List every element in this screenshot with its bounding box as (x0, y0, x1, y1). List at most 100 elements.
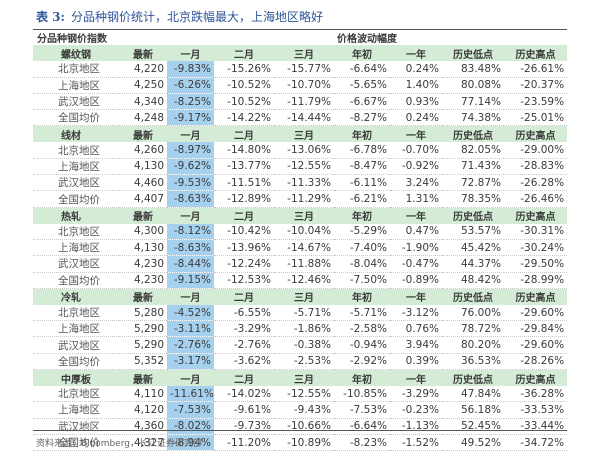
column-header: 历史低点 (442, 288, 504, 305)
table-row: 北京地区 4,220 -9.83% -15.26% -15.77% -6.64% 0.24%… (33, 61, 568, 78)
value-cell: 80.20% (442, 336, 504, 354)
value-cell: -33.53% (504, 401, 568, 419)
value-cell: 78.72% (442, 320, 504, 338)
value-cell: 3.24% (390, 174, 442, 192)
table-row: 全国均价 5,352 -3.17% -3.62% -2.53% -2.92% 0.39% 36… (33, 353, 568, 371)
bottom-rule (33, 430, 567, 431)
value-cell: -2.92% (334, 353, 390, 371)
value-cell: -10.52% (214, 77, 274, 94)
column-header: 历史高点 (504, 125, 568, 143)
table-row: 北京地区 4,260 -8.97% -14.80% -13.06% -6.78% -0.70… (33, 142, 568, 159)
value-cell: -5.29% (334, 223, 390, 240)
value-cell: 4,248 (119, 109, 167, 127)
value-cell: -11.33% (274, 174, 334, 192)
value-cell: -8.94% (167, 434, 214, 452)
table-row: 武汉地区 4,360 -8.02% -9.73% -10.66% -6.64% -1.13%… (33, 418, 568, 435)
value-cell: -11.20% (214, 434, 274, 452)
value-cell: -29.50% (504, 255, 568, 273)
table-top-header: 分品种钢价指数 价格波动幅度 (33, 30, 567, 45)
value-cell: -30.24% (504, 239, 568, 257)
value-cell: -15.26% (214, 61, 274, 78)
value-cell: -7.50% (334, 272, 390, 289)
region-cell: 武汉地区 (33, 336, 119, 354)
value-cell: -11.79% (274, 93, 334, 111)
value-cell: 4,220 (119, 61, 167, 78)
value-cell: -11.29% (274, 190, 334, 208)
value-cell: 4,130 (119, 158, 167, 176)
value-cell: -8.04% (334, 255, 390, 273)
value-cell: 36.53% (442, 353, 504, 371)
table-row: 全国均价 4,230 -9.15% -12.53% -12.46% -7.50% -0.89… (33, 272, 568, 289)
value-cell: -2.53% (274, 353, 334, 371)
table-title: 表 3: 分品种钢价统计，北京跌幅最大，上海地区略好 (36, 8, 323, 25)
table-row: 武汉地区 5,290 -2.76% -2.76% -0.38% -0.94% 3.94% 80… (33, 336, 568, 354)
value-cell: 4,110 (119, 386, 167, 403)
value-cell: -9.61% (214, 401, 274, 419)
value-cell: 0.24% (390, 109, 442, 127)
value-cell: 0.93% (390, 93, 442, 111)
column-header: 一年 (390, 288, 442, 305)
value-cell: -36.28% (504, 386, 568, 403)
value-cell: -14.67% (274, 239, 334, 257)
value-cell: -15.77% (274, 61, 334, 78)
table-row: 北京地区 4,300 -8.12% -10.42% -10.04% -5.29% 0.47%… (33, 223, 568, 240)
column-header: 三月 (274, 125, 334, 143)
value-cell: -14.02% (214, 386, 274, 403)
section-header-row: 线材 最新 一月 二月 三月 年初 一年 历史低点 历史高点 (33, 125, 568, 143)
section-header-row: 中厚板 最新 一月 二月 三月 年初 一年 历史低点 历史高点 (33, 369, 568, 387)
value-cell: -5.65% (334, 77, 390, 94)
column-header: 一年 (390, 369, 442, 387)
value-cell: -10.66% (274, 418, 334, 435)
value-cell: -8.63% (167, 190, 214, 208)
column-header: 年初 (334, 288, 390, 305)
value-cell: 4,407 (119, 190, 167, 208)
value-cell: 4,260 (119, 142, 167, 159)
value-cell: -3.12% (390, 304, 442, 322)
value-cell: -1.52% (390, 434, 442, 452)
fluctuation-header: 价格波动幅度 (337, 34, 398, 46)
value-cell: 82.05% (442, 142, 504, 159)
value-cell: 77.14% (442, 93, 504, 111)
column-header: 三月 (274, 45, 334, 62)
region-cell: 武汉地区 (33, 93, 119, 111)
value-cell: 71.43% (442, 158, 504, 176)
region-cell: 武汉地区 (33, 174, 119, 192)
source-note: 资料来源：Bloomberg，长江证券研究部 (36, 439, 202, 449)
value-cell: -12.89% (214, 190, 274, 208)
value-cell: -12.53% (214, 272, 274, 289)
region-cell: 北京地区 (33, 304, 119, 322)
region-cell: 全国均价 (33, 353, 119, 371)
value-cell: -6.21% (334, 190, 390, 208)
table-row: 武汉地区 4,340 -8.25% -10.52% -11.79% -6.67% 0.93%… (33, 93, 568, 111)
table-row: 上海地区 4,120 -7.53% -9.61% -9.43% -7.53% -0.23% 5… (33, 401, 568, 419)
value-cell: -10.04% (274, 223, 334, 240)
value-cell: 4,120 (119, 401, 167, 419)
value-cell: -10.52% (214, 93, 274, 111)
value-cell: -9.62% (167, 158, 214, 176)
value-cell: -9.83% (167, 61, 214, 78)
value-cell: -1.90% (390, 239, 442, 257)
value-cell: -26.28% (504, 174, 568, 192)
value-cell: 4,460 (119, 174, 167, 192)
value-cell: -6.67% (334, 93, 390, 111)
value-cell: -29.60% (504, 304, 568, 322)
column-header: 一月 (167, 125, 214, 143)
value-cell: -23.59% (504, 93, 568, 111)
category-header: 分品种钢价指数 (37, 34, 107, 46)
value-cell: 4,327 (119, 434, 167, 452)
value-cell: -13.06% (274, 142, 334, 159)
column-header: 历史高点 (504, 207, 568, 224)
value-cell: -0.92% (390, 158, 442, 176)
value-cell: -25.01% (504, 109, 568, 127)
value-cell: -3.17% (167, 353, 214, 371)
region-cell: 全国均价 (33, 272, 119, 289)
column-header: 一月 (167, 288, 214, 305)
value-cell: -6.64% (334, 61, 390, 78)
value-cell: -4.52% (167, 304, 214, 322)
value-cell: -29.84% (504, 320, 568, 338)
value-cell: -9.43% (274, 401, 334, 419)
column-header: 最新 (119, 125, 167, 143)
value-cell: 5,290 (119, 336, 167, 354)
value-cell: -8.27% (334, 109, 390, 127)
value-cell: 0.24% (390, 61, 442, 78)
